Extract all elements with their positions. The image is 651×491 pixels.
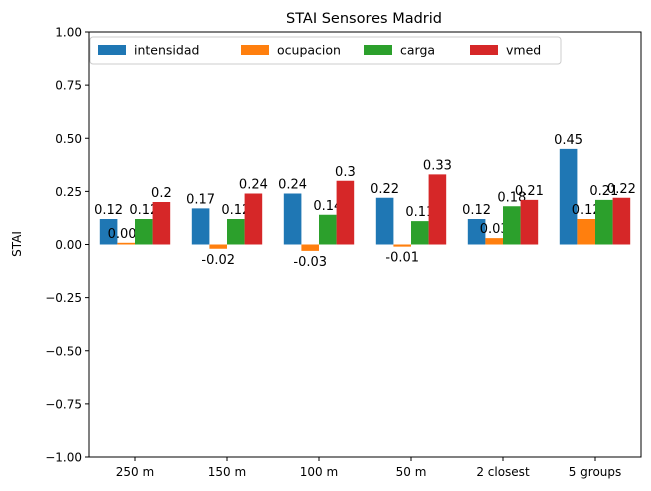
data-label-ocupacion-2: -0.02 bbox=[201, 253, 235, 268]
bar-carga-1 bbox=[135, 219, 153, 245]
legend-swatch-ocupacion bbox=[241, 45, 269, 55]
y-tick-label: −0.25 bbox=[45, 291, 82, 305]
data-label-ocupacion-4: -0.01 bbox=[385, 251, 419, 266]
bar-intensidad-3 bbox=[283, 193, 302, 245]
bar-ocupacion-4 bbox=[393, 244, 411, 247]
y-tick-label: 1.00 bbox=[55, 26, 82, 40]
data-label-intensidad-3: 0.24 bbox=[278, 178, 307, 193]
bar-vmed-3 bbox=[336, 180, 355, 245]
data-label-vmed-6: 0.22 bbox=[607, 182, 636, 197]
data-label-vmed-1: 0.2 bbox=[151, 186, 172, 201]
bar-intensidad-4 bbox=[375, 197, 394, 245]
x-tick-label: 2 closest bbox=[476, 465, 530, 479]
data-label-ocupacion-6: 0.12 bbox=[572, 203, 601, 218]
y-axis-label: STAI bbox=[10, 231, 24, 257]
data-label-vmed-4: 0.33 bbox=[423, 158, 452, 173]
y-tick-label: −0.75 bbox=[45, 397, 82, 411]
data-label-intensidad-2: 0.17 bbox=[186, 192, 215, 207]
bar-ocupacion-5 bbox=[485, 238, 503, 245]
legend-label-carga: carga bbox=[400, 43, 435, 58]
y-tick-label: −1.00 bbox=[45, 451, 82, 465]
bar-intensidad-1 bbox=[99, 219, 118, 245]
legend: intensidad ocupacion carga vmed bbox=[89, 36, 562, 65]
data-label-ocupacion-3: -0.03 bbox=[293, 255, 327, 270]
bar-carga-4 bbox=[411, 221, 429, 245]
data-label-carga-5: 0.18 bbox=[497, 190, 526, 205]
legend-label-ocupacion: ocupacion bbox=[277, 43, 341, 58]
x-tick-label: 5 groups bbox=[569, 465, 622, 479]
bar-vmed-6 bbox=[612, 197, 631, 245]
legend-box bbox=[89, 36, 562, 65]
bar-carga-5 bbox=[503, 206, 521, 245]
bar-intensidad-6 bbox=[559, 148, 578, 245]
x-tick-label: 100 m bbox=[300, 465, 338, 479]
bar-ocupacion-3 bbox=[301, 244, 319, 251]
data-label-carga-2: 0.12 bbox=[221, 203, 250, 218]
legend-label-intensidad: intensidad bbox=[134, 43, 199, 58]
bar-vmed-4 bbox=[428, 174, 447, 245]
bar-ocupacion-1 bbox=[117, 242, 135, 245]
bar-vmed-2 bbox=[244, 193, 263, 245]
data-label-carga-3: 0.14 bbox=[313, 199, 342, 214]
data-label-vmed-2: 0.24 bbox=[239, 178, 268, 193]
legend-swatch-intensidad bbox=[98, 45, 126, 55]
y-tick-label: 0.50 bbox=[55, 132, 82, 146]
data-label-intensidad-6: 0.45 bbox=[554, 133, 583, 148]
data-label-vmed-5: 0.21 bbox=[515, 184, 544, 199]
chart-title: STAI Sensores Madrid bbox=[286, 11, 442, 27]
bar-vmed-1 bbox=[152, 202, 171, 245]
x-tick-label: 150 m bbox=[208, 465, 246, 479]
legend-swatch-vmed bbox=[470, 45, 498, 55]
data-label-intensidad-1: 0.12 bbox=[94, 203, 123, 218]
data-label-vmed-3: 0.3 bbox=[335, 165, 356, 180]
bar-carga-3 bbox=[319, 214, 337, 245]
data-label-carga-1: 0.12 bbox=[129, 203, 158, 218]
bar-intensidad-2 bbox=[191, 208, 210, 245]
x-tick-label: 50 m bbox=[396, 465, 427, 479]
bar-vmed-5 bbox=[520, 199, 539, 245]
bar-carga-2 bbox=[227, 219, 245, 245]
y-tick-label: 0.25 bbox=[55, 185, 82, 199]
x-tick-label: 250 m bbox=[116, 465, 154, 479]
bar-intensidad-5 bbox=[467, 219, 486, 245]
y-tick-label: −0.50 bbox=[45, 344, 82, 358]
legend-label-vmed: vmed bbox=[506, 43, 541, 58]
bar-ocupacion-6 bbox=[577, 219, 595, 245]
legend-swatch-carga bbox=[364, 45, 392, 55]
data-label-intensidad-4: 0.22 bbox=[370, 182, 399, 197]
bar-carga-6 bbox=[595, 199, 613, 245]
plot-area: 0.120.170.24 0.220.120.450.008-0.02 -0.03-… bbox=[45, 26, 642, 479]
data-label-intensidad-5: 0.12 bbox=[462, 203, 491, 218]
axes-frame bbox=[88, 31, 642, 458]
y-tick-label: 0.75 bbox=[55, 79, 82, 93]
y-tick-label: 0.00 bbox=[55, 238, 82, 252]
bar-ocupacion-2 bbox=[209, 244, 227, 249]
data-label-ocupacion-5: 0.03 bbox=[480, 222, 509, 237]
data-label-carga-6: 0.21 bbox=[589, 184, 618, 199]
data-label-carga-4: 0.11 bbox=[405, 205, 434, 220]
